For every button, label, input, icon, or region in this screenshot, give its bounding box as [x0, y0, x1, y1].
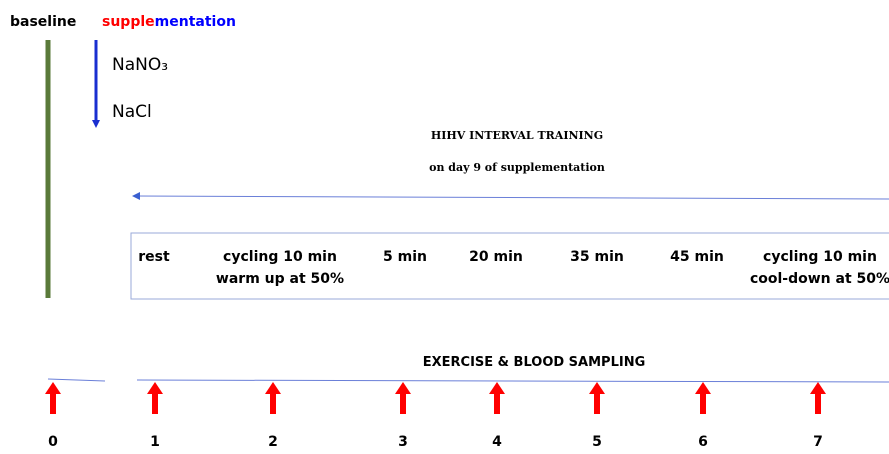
training-subtitle: on day 9 of supplementation: [429, 161, 605, 174]
phase-label: cycling 10 min: [223, 249, 337, 265]
sampling-number: 2: [268, 434, 278, 450]
timeline-arrow: [132, 192, 889, 201]
sampling-number: 7: [813, 434, 823, 450]
sampling-line: [136, 379, 889, 383]
sampling-arrow: [45, 382, 61, 414]
legend-item: NaCl: [112, 102, 152, 122]
phase-label: rest: [138, 249, 170, 265]
phase-label: cycling 10 min: [763, 249, 877, 265]
sampling-arrow: [589, 382, 605, 414]
sampling-number: 3: [398, 434, 408, 450]
sampling-arrow: [147, 382, 163, 414]
phases: rest cycling 10 min warm up at 50% 5 min 20 …: [138, 249, 889, 287]
arrow-head: [92, 120, 100, 128]
label-part: mentation: [155, 14, 236, 30]
phase-label: 5 min: [383, 249, 427, 265]
phase-label: cool-down at 50%: [750, 271, 889, 287]
sampling-number: 6: [698, 434, 708, 450]
training-title: HIHV INTERVAL TRAINING: [431, 129, 603, 142]
sampling-arrow: [395, 382, 411, 414]
sampling-number: 4: [492, 434, 502, 450]
sampling-title: EXERCISE & BLOOD SAMPLING: [423, 355, 646, 370]
sampling-line: [47, 378, 106, 382]
baseline-label: baseline: [10, 14, 76, 30]
supplementation-label: supplementation: [102, 14, 236, 30]
phase-label: 20 min: [469, 249, 523, 265]
sampling-number: 1: [150, 434, 160, 450]
sampling-arrow: [810, 382, 826, 414]
legend-item: NaNO₃: [112, 55, 168, 75]
sampling-arrow: [695, 382, 711, 414]
phase-box: [130, 232, 889, 300]
phase-label: 45 min: [670, 249, 724, 265]
sampling-points: 0 1 2 3 4 5 6 7: [45, 382, 826, 450]
label-part: supple: [102, 14, 155, 30]
sampling-arrow: [489, 382, 505, 414]
sampling-number: 0: [48, 434, 58, 450]
phase-label: warm up at 50%: [216, 271, 344, 287]
phase-label: 35 min: [570, 249, 624, 265]
sampling-number: 5: [592, 434, 602, 450]
sampling-arrow: [265, 382, 281, 414]
